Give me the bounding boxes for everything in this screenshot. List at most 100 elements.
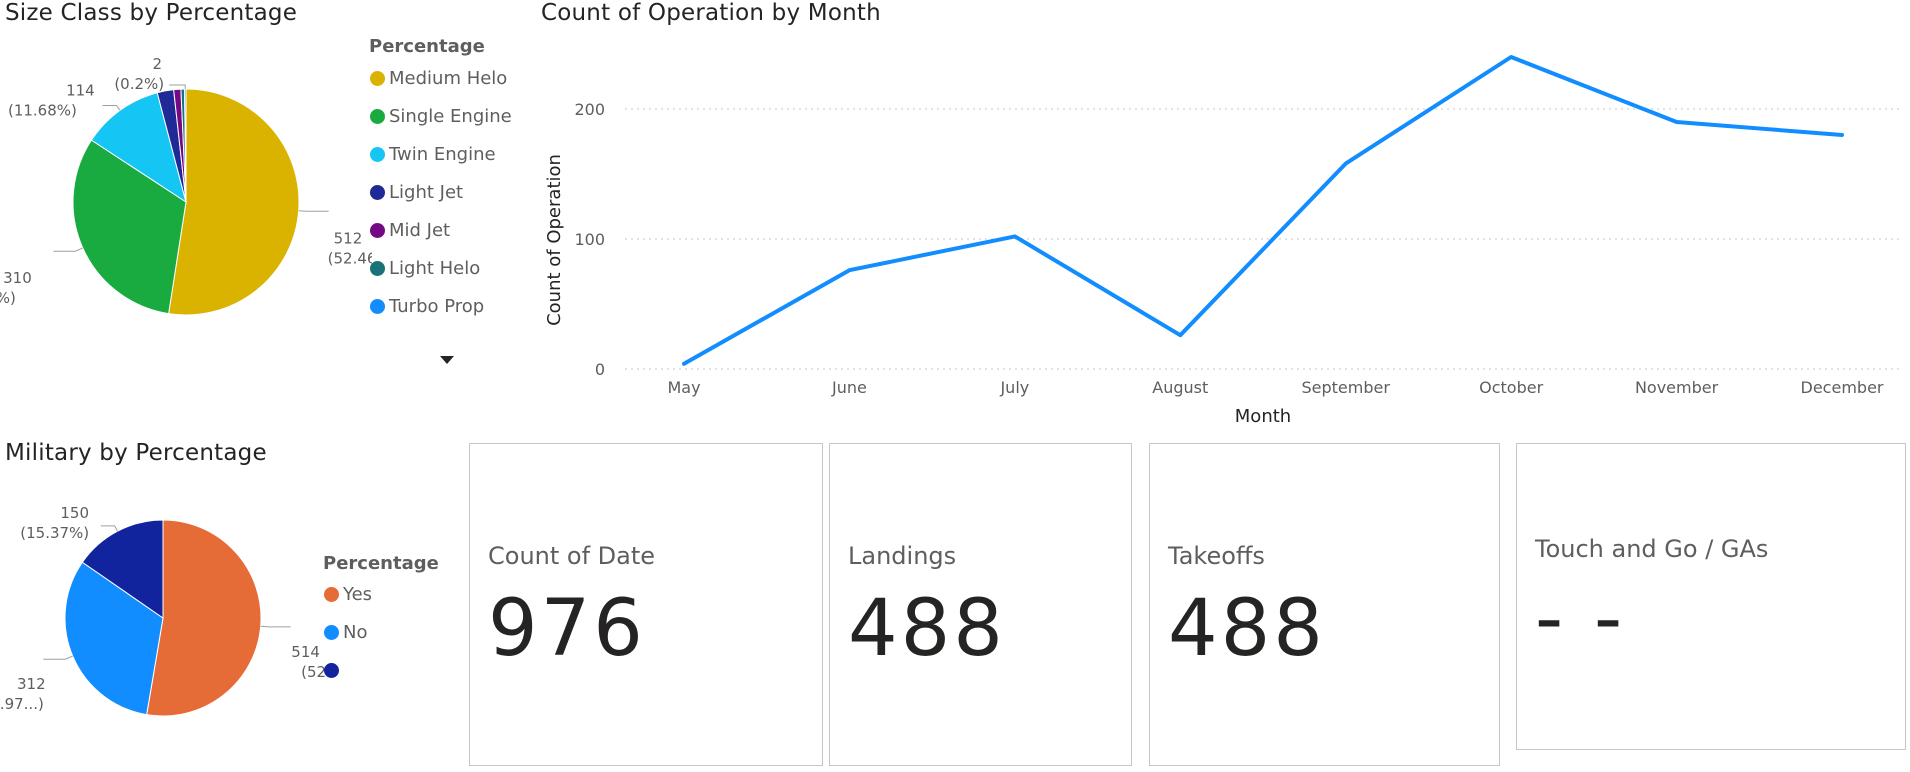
operation-line-chart[interactable]: 0 100 200 May June July August September October… <box>530 36 1905 431</box>
data-point-september[interactable] <box>1342 160 1350 168</box>
military-legend-title: Percentage <box>323 553 439 574</box>
pie-slice-no[interactable] <box>64 561 164 716</box>
data-label-value: 2 <box>152 55 162 73</box>
data-label-percent: (0.2%) <box>114 75 164 93</box>
legend-item-light-jet[interactable]: Light Jet <box>370 181 463 205</box>
leader-line <box>102 105 121 111</box>
x-axis-title: Month <box>1235 406 1291 427</box>
size-class-pie-chart[interactable]: 512 (52.46%) 310 (31.76%) 114 (11.68%) 2 (0.2%) <box>0 44 372 344</box>
landings-card[interactable]: Landings 488 <box>829 443 1132 766</box>
chevron-down-icon[interactable] <box>440 356 454 364</box>
pie-slice-turbo-prop[interactable] <box>184 88 187 203</box>
data-label-percent: (11.68%) <box>8 101 77 119</box>
leader-line <box>298 210 329 212</box>
pie-slice-medium-helo[interactable] <box>168 88 300 316</box>
military-pie-chart[interactable]: 514 (52.66...) 312 (31.97...) 150 (15.37%) <box>0 478 330 740</box>
legend-marker <box>370 109 385 124</box>
legend-label: Single Engine <box>389 106 512 127</box>
legend-marker <box>370 261 385 276</box>
pie-slice-blank[interactable] <box>81 519 164 619</box>
count-of-date-card[interactable]: Count of Date 976 <box>469 443 823 766</box>
x-tick-label-may: May <box>667 378 700 397</box>
legend-marker <box>370 223 385 238</box>
x-tick-label-september: September <box>1301 378 1390 397</box>
legend-label: Twin Engine <box>389 144 496 165</box>
card-value: 976 <box>488 584 646 674</box>
data-label-percent: (52.46%) <box>328 249 372 267</box>
legend-label: Medium Helo <box>389 68 508 89</box>
legend-marker <box>370 71 385 86</box>
data-label-value: 312 <box>17 675 46 693</box>
data-label-value: 310 <box>3 269 32 287</box>
legend-marker <box>324 587 339 602</box>
data-label-percent: (31.97...) <box>0 695 44 713</box>
pie-slice-twin-engine[interactable] <box>90 92 187 204</box>
card-label: Count of Date <box>488 542 656 570</box>
legend-marker <box>324 625 339 640</box>
legend-item-medium-helo[interactable]: Medium Helo <box>370 67 507 91</box>
data-point-july[interactable] <box>1011 232 1019 240</box>
card-value: - - <box>1535 574 1626 664</box>
legend-label: Mid Jet <box>389 220 451 241</box>
legend-label: Turbo Prop <box>389 296 485 317</box>
data-label-value: 114 <box>66 81 95 99</box>
data-point-november[interactable] <box>1673 118 1681 126</box>
data-label-value: 514 <box>291 643 320 661</box>
legend-marker <box>370 185 385 200</box>
leader-line <box>169 84 186 90</box>
leader-line <box>100 525 118 532</box>
x-tick-label-november: November <box>1635 378 1719 397</box>
legend-label: Light Jet <box>389 182 464 203</box>
data-label-value: 150 <box>60 504 89 522</box>
x-tick-label-july: July <box>999 378 1029 397</box>
legend-marker <box>370 147 385 162</box>
takeoffs-card[interactable]: Takeoffs 488 <box>1149 443 1500 766</box>
legend-label: Yes <box>343 584 373 605</box>
leader-line <box>53 247 83 252</box>
x-tick-label-december: December <box>1801 378 1884 397</box>
legend-item-blank[interactable] <box>324 659 343 683</box>
pie-slice-yes[interactable] <box>146 519 262 717</box>
size-class-legend-title: Percentage <box>369 36 485 57</box>
legend-label: Light Helo <box>389 258 481 279</box>
military-title: Military by Percentage <box>5 440 267 466</box>
legend-item-turbo-prop[interactable]: Turbo Prop <box>370 295 484 319</box>
size-class-title: Size Class by Percentage <box>5 0 298 26</box>
y-tick-label: 100 <box>574 230 605 249</box>
leader-line <box>260 625 291 628</box>
data-label-value: 512 <box>334 229 363 247</box>
leader-line <box>43 655 73 660</box>
card-label: Takeoffs <box>1168 542 1265 570</box>
y-axis-title: Count of Operation <box>544 154 565 326</box>
pie-slice-single-engine[interactable] <box>72 139 187 315</box>
card-label: Landings <box>848 542 957 570</box>
data-label-percent: (52.66...) <box>301 663 330 681</box>
legend-item-single-engine[interactable]: Single Engine <box>370 105 512 129</box>
legend-item-twin-engine[interactable]: Twin Engine <box>370 143 496 167</box>
data-label-percent: (15.37%) <box>20 524 89 542</box>
legend-marker <box>370 299 385 314</box>
x-tick-label-june: June <box>831 378 867 397</box>
legend-item-no[interactable]: No <box>324 621 367 645</box>
data-point-may[interactable] <box>680 360 688 368</box>
x-tick-label-october: October <box>1479 378 1543 397</box>
data-point-june[interactable] <box>845 266 853 274</box>
y-tick-label: 200 <box>574 100 605 119</box>
legend-marker <box>324 663 339 678</box>
y-tick-label: 0 <box>595 360 605 379</box>
legend-item-yes[interactable]: Yes <box>324 583 372 607</box>
data-label-percent: (31.76%) <box>0 289 16 307</box>
card-label: Touch and Go / GAs <box>1535 535 1769 563</box>
series-line[interactable] <box>682 55 1844 366</box>
legend-label: No <box>343 622 368 643</box>
operation-chart-title: Count of Operation by Month <box>541 0 881 26</box>
card-value: 488 <box>1168 584 1326 674</box>
card-value: 488 <box>848 584 1006 674</box>
x-tick-label-august: August <box>1152 378 1208 397</box>
touch-and-go-card[interactable]: Touch and Go / GAs - - <box>1516 443 1906 750</box>
data-point-december[interactable] <box>1838 131 1846 139</box>
data-point-october[interactable] <box>1507 53 1515 61</box>
legend-item-light-helo[interactable]: Light Helo <box>370 257 480 281</box>
legend-item-mid-jet[interactable]: Mid Jet <box>370 219 450 243</box>
data-point-august[interactable] <box>1176 331 1184 339</box>
